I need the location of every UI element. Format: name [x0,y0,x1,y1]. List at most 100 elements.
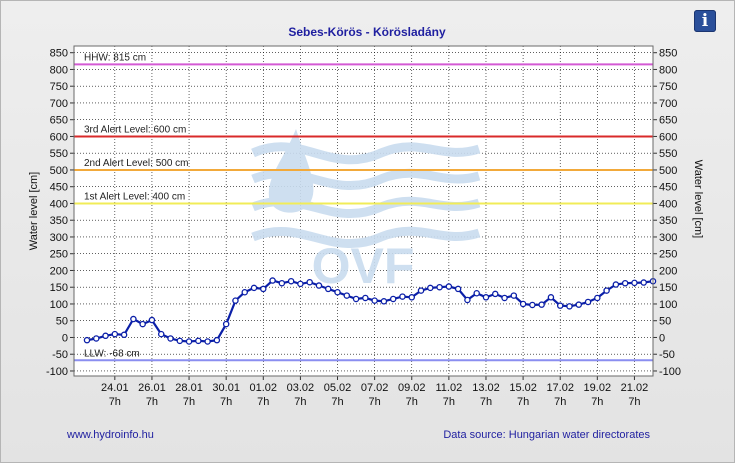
data-point [473,289,480,297]
y-tick-label: 600 [50,131,68,143]
data-point [176,337,184,345]
reference-line-label: 3rd Alert Level: 600 cm [84,124,186,135]
data-point [222,320,230,328]
watermark-wave-icon [251,226,481,249]
data-point [575,301,583,308]
data-point [130,315,137,323]
data-point [621,279,629,287]
data-point [167,335,174,342]
y-tick-label: 300 [50,232,68,244]
x-tick-label-time: 7h [369,396,381,408]
data-point [269,277,276,284]
reference-line-label: HHW: 815 cm [84,52,146,63]
data-point [631,279,638,287]
data-point [139,320,146,328]
data-point [436,283,443,291]
data-point [529,301,536,309]
y-tick-label: 850 [50,48,68,60]
axes-layer: -100 -100 -50 -50 0 0 50 50 100 100 150 150 200 200 25… [46,45,681,408]
data-point [380,298,388,305]
data-point [93,335,100,342]
x-tick-label-time: 7h [628,396,640,408]
y-tick-label-right: 800 [659,64,677,76]
y-axis-label-left: Water level [cm] [28,172,40,250]
data-point [157,330,165,338]
data-point [232,297,239,304]
x-tick-label-time: 7h [257,396,269,408]
y-tick-label-right: 850 [659,48,677,60]
x-tick-label-date: 11.02 [436,382,463,394]
data-point [417,287,425,294]
reference-line-label: 1st Alert Level: 400 cm [84,191,185,202]
x-tick-label-time: 7h [294,396,306,408]
data-point [111,330,119,338]
ovf-watermark: OVF [251,129,481,294]
data-point [566,303,573,310]
data-point [324,285,332,293]
y-tick-label: -50 [52,349,68,361]
y-tick-label: 700 [50,98,68,110]
y-tick-label-right: -100 [659,366,681,378]
y-tick-label: 450 [50,182,68,194]
x-tick-label-time: 7h [220,396,232,408]
data-point [352,295,360,303]
data-point [389,295,397,303]
website-link[interactable]: www.hydroinfo.hu [66,429,154,441]
data-point [362,294,369,302]
y-tick-label-right: 750 [659,81,677,93]
y-tick-label: 200 [50,265,68,277]
x-tick-label-date: 17.02 [546,382,574,394]
data-point [492,290,499,298]
x-tick-label-date: 15.02 [509,382,537,394]
y-tick-label: 650 [50,115,68,127]
x-tick-label-date: 07.02 [361,382,389,394]
y-tick-label-right: -50 [659,349,675,361]
x-tick-label-date: 09.02 [398,382,426,394]
y-tick-label-right: 500 [659,165,677,177]
x-tick-label-time: 7h [554,396,566,408]
y-tick-label: 800 [50,64,68,76]
x-tick-label-date: 21.02 [621,382,649,394]
data-point [287,277,295,285]
data-point [454,285,462,293]
data-point [334,288,341,296]
data-point [538,301,545,308]
chart-title: Sebes-Körös - Körösladány [288,25,446,39]
data-point [371,297,378,304]
data-point [260,285,267,293]
data-point [612,281,620,288]
y-tick-label: 550 [50,148,68,160]
data-point [195,337,202,345]
reference-lines: HHW: 815 cm 3rd Alert Level: 600 cm 2nd Al… [74,52,653,362]
x-tick-label-time: 7h [109,396,121,408]
x-tick-label-time: 7h [331,396,343,408]
data-point [297,280,304,288]
x-tick-label-time: 7h [591,396,603,408]
y-tick-label-right: 600 [659,131,677,143]
data-point [556,302,564,309]
y-tick-label-right: 300 [659,232,677,244]
x-tick-label-time: 7h [183,396,195,408]
data-source-text: Data source: Hungarian water directorate… [443,429,650,441]
reference-line-label: LLW: -68 cm [84,348,140,359]
series-layer [83,277,657,345]
info-icon: i [701,11,709,31]
info-button[interactable]: i [694,10,716,32]
data-point [501,294,508,302]
watermark-text: OVF [312,238,415,294]
y-tick-label: 250 [50,249,68,261]
data-point [315,282,323,289]
y-tick-label: 0 [62,332,68,344]
x-tick-label-time: 7h [517,396,529,408]
watermark-wave-icon [251,142,481,165]
data-point [120,331,128,339]
y-tick-label-right: 550 [659,148,677,160]
y-tick-label-right: 350 [659,215,677,227]
data-point [102,332,109,340]
x-tick-label-date: 05.02 [324,382,352,394]
data-point [603,287,610,294]
data-point [510,292,518,299]
y-tick-label: 150 [50,282,68,294]
